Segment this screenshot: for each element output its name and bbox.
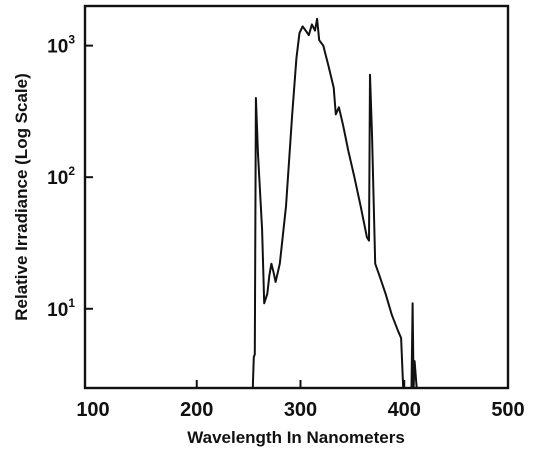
y-axis-title: Relative Irradiance (Log Scale) (12, 73, 31, 321)
plot-frame (83, 4, 510, 390)
series-layer (251, 17, 420, 389)
x-tick-label: 200 (180, 399, 213, 421)
x-axis-title: Wavelength In Nanometers (187, 428, 405, 447)
x-axis-ticks: 100 200 300 400 500 (76, 380, 525, 421)
series-line (251, 17, 420, 389)
x-tick-label: 300 (284, 399, 317, 421)
y-tick-label: 102 (47, 164, 75, 189)
x-tick-label: 400 (388, 399, 421, 421)
x-tick-label: 500 (491, 399, 524, 421)
y-tick-label: 103 (47, 33, 75, 58)
x-tick-label: 100 (76, 399, 109, 421)
y-tick-label: 101 (47, 296, 75, 321)
